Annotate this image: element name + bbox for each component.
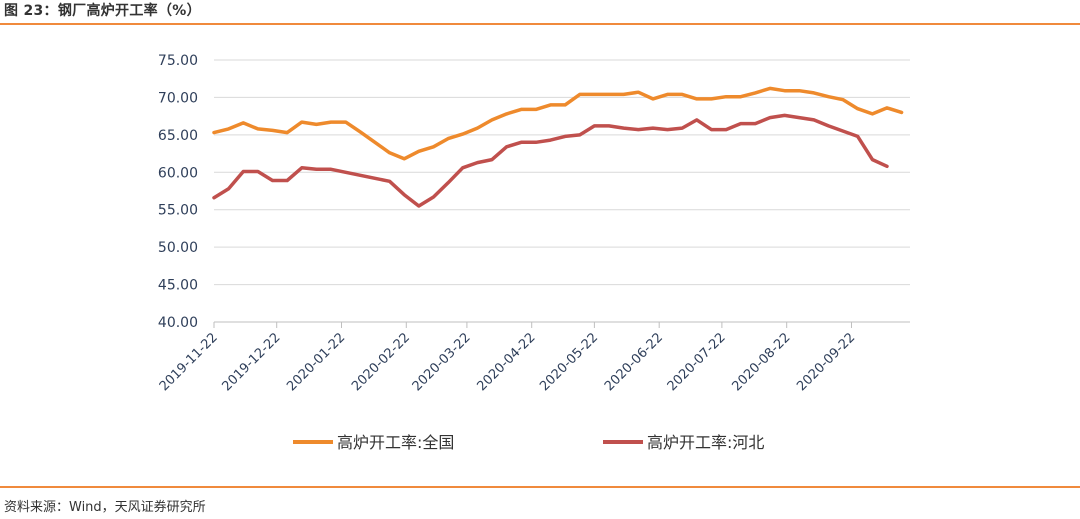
series-line-0 xyxy=(212,86,904,161)
x-tick-label: 2020-04-22 xyxy=(474,330,538,394)
y-tick-label: 70.00 xyxy=(158,90,198,106)
bottom-divider xyxy=(0,486,1080,488)
y-tick-label: 50.00 xyxy=(158,240,198,256)
x-tick-label: 2020-06-22 xyxy=(602,330,666,394)
legend: 高炉开工率:全国 高炉开工率:河北 xyxy=(293,433,764,452)
legend-label: 高炉开工率:河北 xyxy=(647,433,764,452)
y-tick-label: 65.00 xyxy=(158,128,198,144)
y-tick-label: 45.00 xyxy=(158,278,198,294)
x-tick-label: 2020-07-22 xyxy=(665,330,729,394)
x-tick-label: 2020-03-22 xyxy=(410,330,474,394)
line-chart: 40.00 45.00 50.00 55.00 60.00 65.00 70.00 75.00… xyxy=(157,53,910,452)
gridlines xyxy=(214,59,910,286)
y-tick-label: 60.00 xyxy=(158,165,198,181)
x-tick-label: 2019-11-22 xyxy=(157,330,221,394)
series-line-1 xyxy=(212,113,889,208)
x-tick-label: 2020-09-22 xyxy=(794,330,858,394)
legend-label: 高炉开工率:全国 xyxy=(337,433,454,452)
figure-title: 图 23：钢厂高炉开工率（%） xyxy=(4,3,201,19)
x-tick-label: 2020-01-22 xyxy=(284,330,348,394)
source-note: 资料来源：Wind，天风证券研究所 xyxy=(4,500,206,515)
y-tick-label: 40.00 xyxy=(158,315,198,331)
x-tick-label: 2019-12-22 xyxy=(219,330,283,394)
series-lines xyxy=(212,86,904,208)
top-divider xyxy=(0,23,1080,25)
x-tick-label: 2020-02-22 xyxy=(349,330,413,394)
axes xyxy=(213,321,910,328)
x-tick-label: 2020-05-22 xyxy=(537,330,601,394)
y-tick-label: 55.00 xyxy=(158,203,198,219)
y-tick-label: 75.00 xyxy=(158,53,198,69)
x-tick-label: 2020-08-22 xyxy=(729,330,793,394)
y-tick-labels: 40.00 45.00 50.00 55.00 60.00 65.00 70.00 75.00 xyxy=(158,53,198,331)
